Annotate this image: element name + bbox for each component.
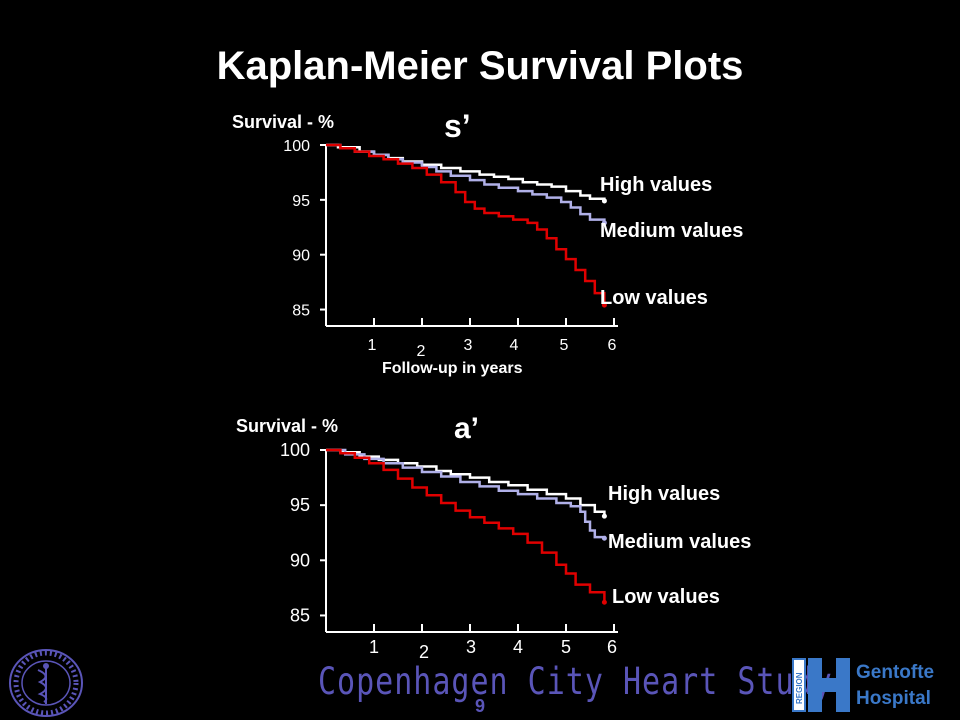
- series-group: [326, 448, 607, 605]
- y-tick-label: 85: [290, 605, 310, 625]
- x-tick-label: 2: [419, 642, 429, 662]
- y-tick-label: 90: [292, 248, 310, 265]
- y-tick-label: 95: [292, 193, 310, 210]
- logo-region-text: REGION: [795, 672, 804, 704]
- series-end-point: [601, 302, 607, 308]
- x-tick-label: 3: [466, 637, 476, 657]
- panel-label: s’: [444, 108, 471, 144]
- y-axis: 100 95 90 85: [280, 440, 327, 632]
- series-end-point: [601, 599, 607, 605]
- series-medium-values: [326, 143, 606, 223]
- logo-text-line2: Hospital: [856, 688, 931, 709]
- x-axis-title: Follow-up in years: [382, 360, 523, 377]
- x-tick-label: 6: [607, 637, 617, 657]
- y-axis: 100 95 90 85: [283, 138, 327, 326]
- legend-label-low: Low values: [600, 287, 708, 309]
- y-axis-title: Survival - %: [232, 112, 334, 132]
- page-number: 9: [474, 696, 485, 716]
- y-tick-label: 85: [292, 303, 310, 320]
- x-tick-label: 5: [560, 337, 569, 354]
- x-tick-label: 1: [369, 637, 379, 657]
- university-seal-logo: [9, 649, 83, 717]
- x-tick-label: 5: [561, 637, 571, 657]
- y-axis-title: Survival - %: [236, 416, 338, 436]
- series-end-point: [601, 198, 607, 204]
- gentofte-hospital-logo: REGION Gentofte Hospital: [792, 658, 934, 712]
- x-tick-label: 3: [464, 337, 473, 354]
- legend-label-medium: Medium values: [600, 220, 743, 242]
- series-low-values: [326, 143, 606, 306]
- series-end-point: [601, 220, 607, 226]
- chart-s-panel: Survival - % s’ 100 95 90 85 1 2 3 4 5 6 High va…: [232, 108, 743, 377]
- logo-text-line1: Gentofte: [856, 662, 934, 683]
- x-tick-label: 4: [513, 637, 523, 657]
- legend-label-high: High values: [608, 483, 720, 505]
- page-title: Kaplan-Meier Survival Plots: [216, 44, 744, 88]
- study-name: Copenhagen City Heart Study: [318, 660, 833, 704]
- x-tick-label: 2: [417, 343, 426, 360]
- x-axis: 1 2 3 4 5 6: [326, 624, 618, 662]
- series-end-point: [601, 513, 607, 519]
- legend-label-medium: Medium values: [608, 531, 751, 553]
- x-tick-label: 6: [608, 337, 617, 354]
- chart-a-panel: Survival - % a’ 100 95 90 85 1 2 3 4 5 6 High va…: [236, 412, 751, 662]
- series-end-point: [601, 535, 607, 541]
- x-axis: 1 2 3 4 5 6: [326, 318, 618, 360]
- y-tick-label: 95: [290, 495, 310, 515]
- legend-label-high: High values: [600, 174, 712, 196]
- y-tick-label: 100: [280, 440, 310, 460]
- x-tick-label: 1: [368, 337, 377, 354]
- y-tick-label: 90: [290, 550, 310, 570]
- panel-label: a’: [454, 412, 479, 445]
- x-tick-label: 4: [510, 337, 519, 354]
- series-low-values: [326, 448, 606, 603]
- series-group: [326, 143, 607, 308]
- y-tick-label: 100: [283, 138, 310, 155]
- legend-label-low: Low values: [612, 586, 720, 608]
